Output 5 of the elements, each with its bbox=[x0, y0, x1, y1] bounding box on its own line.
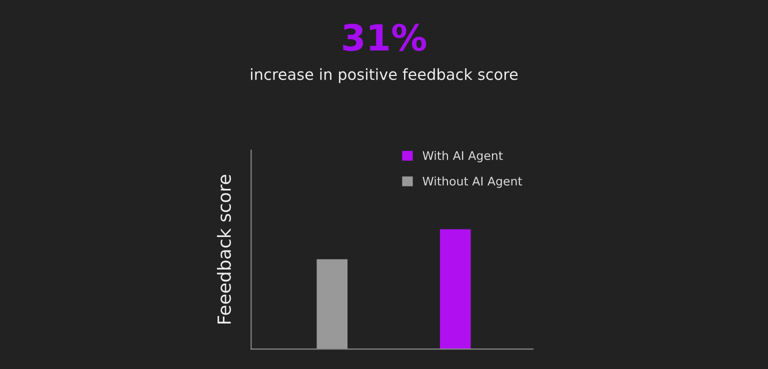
chart-title: 31% bbox=[343, 24, 426, 52]
legend-label: Without AI Agent bbox=[422, 176, 522, 188]
legend-label: With AI Agent bbox=[422, 150, 503, 162]
y-axis-title: Feeedback score bbox=[216, 174, 231, 324]
chart-subtitle: increase in positive feedback score bbox=[250, 68, 518, 84]
